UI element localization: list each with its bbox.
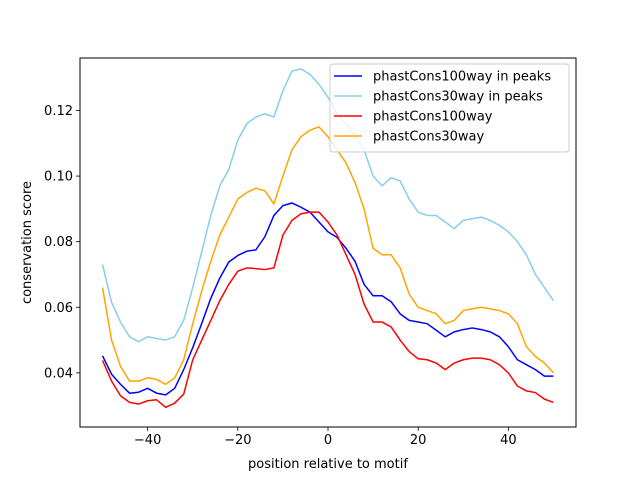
x-axis-label: position relative to motif (248, 457, 408, 472)
series-line-1 (101, 202, 554, 396)
y-tick-label: 0.04 (44, 366, 73, 381)
legend-label: phastCons30way (373, 130, 485, 145)
x-tick-label: −20 (224, 433, 251, 448)
y-tick-label: 0.12 (44, 104, 73, 119)
legend-label: phastCons100way in peaks (373, 70, 551, 85)
series-line-4 (101, 126, 555, 386)
x-tick-label: 40 (500, 433, 517, 448)
legend: phastCons100way in peaks phastCons30way i… (329, 63, 570, 153)
x-tick-label: −40 (134, 433, 161, 448)
y-tick-label: 0.08 (44, 235, 73, 250)
series-line-3 (101, 211, 554, 409)
y-axis-label: conservation score (20, 181, 35, 304)
x-tick-label: 20 (410, 433, 427, 448)
legend-box (329, 63, 570, 153)
x-tick-label: 0 (324, 433, 332, 448)
y-axis: 0.04 0.06 0.08 0.10 0.12 (44, 104, 80, 381)
series-layer (101, 68, 555, 409)
y-tick-label: 0.06 (44, 301, 73, 316)
legend-label: phastCons100way (373, 110, 493, 125)
legend-label: phastCons30way in peaks (373, 90, 543, 105)
y-tick-label: 0.10 (44, 170, 73, 185)
x-axis: −40 −20 0 20 40 (134, 427, 517, 448)
series-line-2 (101, 68, 555, 343)
